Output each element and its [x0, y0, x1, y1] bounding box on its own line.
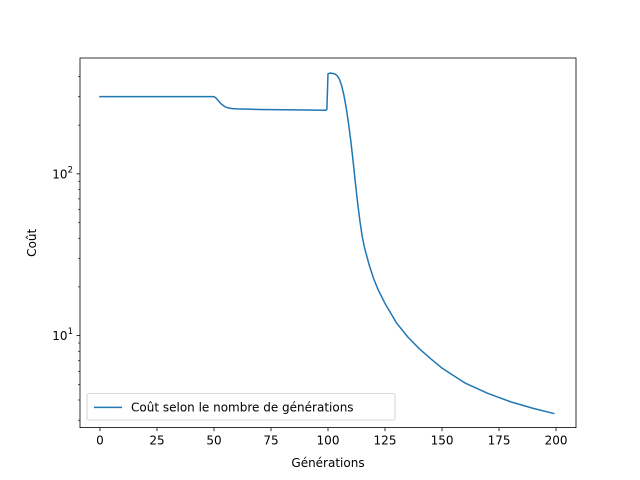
x-tick-label: 125	[374, 434, 397, 448]
series-line	[99, 72, 555, 415]
x-tick-label: 200	[545, 434, 568, 448]
y-axis-label: Coût	[25, 228, 39, 256]
x-tick-label: 150	[431, 434, 454, 448]
x-tick-label: 100	[317, 434, 340, 448]
x-axis: 0 25 50 75 100 125 150 175 200	[96, 427, 568, 448]
legend-label: Coût selon le nombre de générations	[131, 401, 354, 415]
x-tick-label: 50	[206, 434, 221, 448]
y-axis: 101 102	[52, 76, 80, 421]
x-tick-label: 175	[488, 434, 511, 448]
x-tick-label: 0	[96, 434, 104, 448]
y-tick-label: 101	[52, 327, 73, 343]
x-axis-label: Générations	[291, 456, 364, 470]
x-tick-label: 75	[263, 434, 278, 448]
y-tick-label: 102	[52, 165, 73, 181]
legend-box	[86, 393, 396, 421]
plot-area	[99, 72, 555, 415]
legend: Coût selon le nombre de générations	[86, 393, 396, 421]
x-tick-label: 25	[149, 434, 164, 448]
